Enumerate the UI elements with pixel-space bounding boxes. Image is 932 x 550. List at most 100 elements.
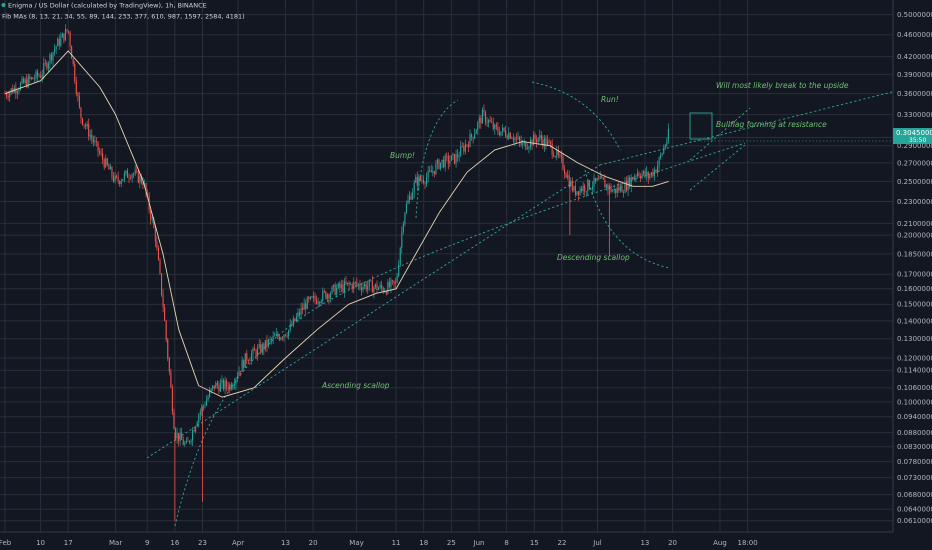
candle — [235, 377, 237, 390]
candle — [528, 145, 530, 154]
candle — [30, 76, 32, 81]
candle — [543, 134, 545, 153]
candle — [196, 420, 198, 428]
y-tick-label: 0.10600000 — [897, 384, 932, 392]
candle — [263, 342, 265, 356]
candle — [294, 318, 296, 322]
candle — [137, 169, 139, 184]
candle — [199, 408, 201, 421]
candle — [229, 382, 231, 394]
x-tick-label: 23 — [198, 539, 207, 547]
candle — [390, 277, 392, 294]
candle — [240, 371, 242, 377]
candle — [181, 427, 183, 441]
candle — [29, 74, 31, 84]
candle — [517, 131, 519, 141]
candle — [173, 408, 175, 430]
candle — [356, 277, 358, 288]
candle — [60, 32, 62, 48]
candle — [429, 166, 431, 173]
candle — [483, 104, 485, 117]
candle — [540, 131, 542, 145]
candle — [615, 188, 617, 199]
candle — [646, 166, 648, 181]
candle — [370, 279, 372, 282]
candle — [405, 200, 407, 214]
candle — [664, 143, 666, 150]
status-dot-icon — [1, 3, 6, 7]
candle — [33, 74, 35, 84]
candle — [249, 357, 251, 362]
candle — [452, 152, 454, 160]
candle — [357, 282, 359, 290]
candle — [88, 118, 90, 141]
candle — [556, 145, 558, 161]
candle — [320, 299, 322, 306]
candle — [378, 286, 380, 291]
y-axis-ticks[interactable]: 0.50000000 0.46000000 0.42000000 0.39000000… — [897, 11, 932, 525]
candle — [354, 281, 356, 288]
candle — [336, 284, 338, 298]
candle — [567, 170, 569, 181]
candle — [154, 225, 156, 248]
candle — [419, 174, 421, 182]
candle — [119, 179, 121, 187]
candle — [506, 134, 508, 140]
candle — [21, 75, 23, 85]
candle — [571, 177, 573, 193]
indicator-legend[interactable]: Fib MAs (8, 13, 21, 34, 55, 89, 144, 233… — [2, 13, 245, 21]
candle — [131, 173, 133, 183]
x-tick-label: May — [349, 539, 363, 547]
candle — [75, 76, 77, 97]
candle — [69, 30, 71, 52]
x-axis-ticks[interactable]: Feb 10 17 Mar 9 16 23 Apr 13 20 May 11 18 25 Jun 8 15 22 J… — [0, 539, 758, 547]
candle — [461, 141, 463, 148]
candle — [215, 380, 217, 389]
candle — [236, 371, 239, 383]
x-tick-label: 22 — [557, 539, 566, 547]
candle — [484, 110, 487, 126]
candle — [644, 168, 646, 179]
candle — [379, 281, 381, 290]
candle — [85, 122, 87, 130]
candle — [343, 277, 345, 298]
candle — [391, 279, 394, 286]
annotation-break-upside: Will most likely break to the upside — [716, 81, 849, 90]
candle — [458, 151, 460, 162]
candle — [387, 279, 389, 295]
candle — [201, 404, 203, 417]
candle — [418, 174, 420, 191]
candle — [570, 177, 572, 187]
candle — [401, 226, 403, 254]
candle — [47, 61, 49, 73]
candle — [402, 221, 404, 235]
y-tick-label: 0.14000000 — [897, 317, 932, 325]
candle — [32, 76, 34, 80]
candle — [647, 171, 649, 185]
candle — [142, 177, 144, 190]
candle — [250, 349, 252, 365]
candle — [503, 127, 505, 133]
candle — [216, 380, 218, 389]
candle — [523, 138, 525, 147]
candle — [267, 338, 270, 349]
candle — [342, 279, 344, 294]
y-tick-label: 0.20000000 — [897, 231, 932, 239]
candle — [227, 381, 229, 394]
candle — [618, 181, 620, 193]
candle — [94, 135, 96, 146]
candle — [233, 378, 235, 390]
x-tick-label: 25 — [447, 539, 456, 547]
candle — [190, 438, 192, 446]
y-tick-label: 0.07300000 — [897, 474, 932, 482]
candle — [638, 171, 640, 178]
y-tick-label: 0.29000000 — [897, 142, 932, 150]
bullflag-box — [689, 112, 713, 140]
candle — [49, 52, 51, 70]
candle — [443, 155, 445, 169]
candle — [426, 172, 428, 188]
candle — [311, 295, 313, 299]
candle — [655, 168, 657, 174]
